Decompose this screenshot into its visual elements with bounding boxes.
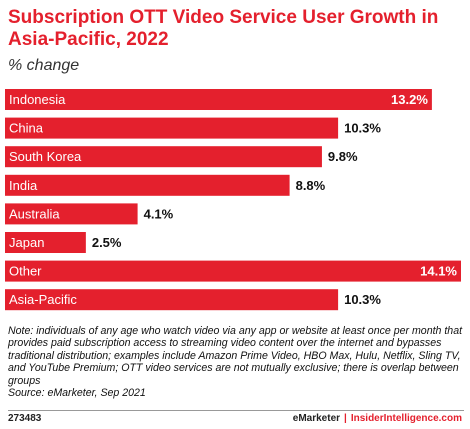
source-text: Source: eMarketer, Sep 2021	[8, 387, 146, 400]
category-label-japan: Japan	[9, 235, 44, 250]
footer-brand: eMarketer | InsiderIntelligence.com	[293, 413, 462, 424]
value-label-indonesia: 13.2%	[391, 92, 428, 107]
value-label-south-korea: 9.8%	[328, 149, 358, 164]
chart-title: Subscription OTT Video Service User Grow…	[8, 7, 439, 50]
brand-name: eMarketer	[292, 413, 341, 424]
category-label-china: China	[9, 121, 44, 136]
category-label-south-korea: South Korea	[9, 149, 82, 164]
value-label-china: 10.3%	[344, 121, 381, 136]
value-label-japan: 2.5%	[92, 235, 122, 250]
chart-id: 273483	[8, 413, 42, 424]
chart-subtitle: % change	[8, 57, 80, 74]
bar-asia-pacific	[5, 289, 339, 311]
brand-separator: |	[344, 413, 347, 424]
footer-divider	[8, 410, 464, 411]
bar-other	[5, 260, 461, 282]
value-label-india: 8.8%	[296, 178, 326, 193]
value-label-other: 14.1%	[420, 264, 457, 279]
category-label-asia-pacific: Asia-Pacific	[9, 292, 77, 307]
note-text: Note: individuals of any age who watch v…	[8, 325, 463, 387]
bar-chart: Indonesia 13.2% China 10.3% South Korea 9.8% I…	[5, 89, 461, 311]
value-label-asia-pacific: 10.3%	[344, 292, 381, 307]
category-label-australia: Australia	[9, 206, 60, 221]
bar-south-korea	[5, 146, 322, 168]
bar-india	[5, 174, 290, 196]
bar-japan	[5, 232, 86, 253]
bar-china	[5, 117, 339, 139]
category-label-indonesia: Indonesia	[9, 92, 66, 107]
category-label-other: Other	[9, 264, 42, 279]
brand-site: InsiderIntelligence.com	[350, 413, 462, 424]
bar-australia	[5, 203, 138, 225]
chart-note: Note: individuals of any age who watch v…	[8, 325, 464, 399]
value-label-australia: 4.1%	[144, 206, 174, 221]
bar-indonesia	[5, 89, 432, 110]
category-label-india: India	[9, 178, 38, 193]
